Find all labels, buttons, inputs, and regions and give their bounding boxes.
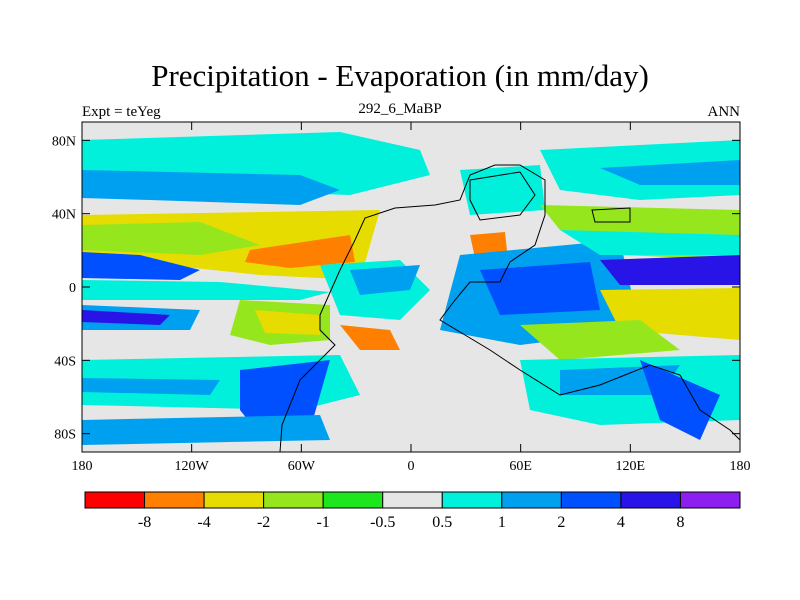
field-n-subtropic-lime — [82, 222, 260, 255]
colorbar-label: -2 — [257, 514, 270, 531]
field-east-itcz-darkblue — [600, 255, 740, 285]
colorbar-label: 1 — [498, 514, 506, 531]
colorbar-swatch — [441, 491, 503, 509]
colorbar-swatch — [382, 491, 443, 509]
colorbar-swatch — [679, 491, 741, 509]
colorbar-swatch — [203, 491, 265, 509]
colorbar-label: 8 — [676, 514, 684, 531]
lat-axis: 80N 40N 0 40S 80S — [52, 134, 740, 443]
colorbar: -8 -4 -2 -1 -0.5 0.5 1 2 4 8 — [84, 491, 741, 531]
field-east-s-lime — [520, 320, 680, 360]
lat-tick-label: 40S — [54, 354, 76, 369]
colorbar-swatch — [501, 491, 562, 509]
colorbar-label: -0.5 — [370, 514, 395, 531]
lon-tick-label: 120W — [175, 459, 210, 474]
field-s-west-darkblue — [82, 310, 170, 325]
lon-tick-label: 180 — [730, 459, 751, 474]
chart-subtitle: 292_6_MaBP — [358, 101, 442, 117]
lon-tick-label: 60W — [288, 459, 316, 474]
field-se-coast-blue — [640, 360, 720, 440]
field-s-midlat-lightblue — [82, 378, 220, 395]
inland-sea-outline — [469, 171, 536, 221]
colorbar-label: -1 — [317, 514, 330, 531]
field-n-pacific-lightblue — [600, 160, 740, 185]
colorbar-label: -4 — [197, 514, 210, 531]
field-interior-lightblue — [350, 265, 420, 295]
lon-tick-label: 60E — [509, 459, 532, 474]
continent-outline — [279, 164, 740, 452]
field-interior-orange — [340, 325, 400, 350]
field-itcz-west-blue — [82, 252, 200, 280]
colorbar-label: 4 — [617, 514, 625, 531]
lat-tick-label: 0 — [69, 281, 76, 296]
lat-tick-label: 80N — [52, 134, 76, 149]
island-outline — [591, 207, 631, 223]
colorbar-swatch — [84, 491, 146, 509]
colorbar-swatch — [144, 491, 205, 509]
field-n-subtropic-orange — [245, 235, 355, 268]
chart-title: Precipitation - Evaporation (in mm/day) — [151, 58, 649, 93]
field-s-polar-lightblue — [82, 415, 330, 445]
lon-tick-label: 0 — [408, 459, 415, 474]
lon-axis: 180 120W 60W 0 60E 120E 180 — [72, 122, 751, 474]
lon-tick-label: 180 — [72, 459, 93, 474]
field-n-midlat-lightblue — [82, 170, 340, 205]
season-label: ANN — [707, 104, 741, 120]
field-east-ocean-blue — [480, 262, 600, 315]
field-equator-cyan — [82, 280, 330, 300]
colorbar-swatch — [560, 491, 622, 509]
field-s-subtropic-yellow — [255, 310, 320, 335]
lat-tick-label: 80S — [54, 428, 76, 443]
lon-tick-label: 120E — [616, 459, 646, 474]
colorbar-label: 0.5 — [432, 514, 452, 531]
map-field — [82, 122, 740, 452]
colorbar-swatch — [263, 491, 324, 509]
colorbar-label: -8 — [138, 514, 151, 531]
lat-tick-label: 40N — [52, 208, 76, 223]
colorbar-label: 2 — [557, 514, 565, 531]
colorbar-swatch — [620, 491, 681, 509]
colorbar-swatch — [322, 491, 384, 509]
experiment-label: Expt = teYeg — [82, 104, 161, 120]
field-east-n-cyan — [560, 230, 740, 255]
